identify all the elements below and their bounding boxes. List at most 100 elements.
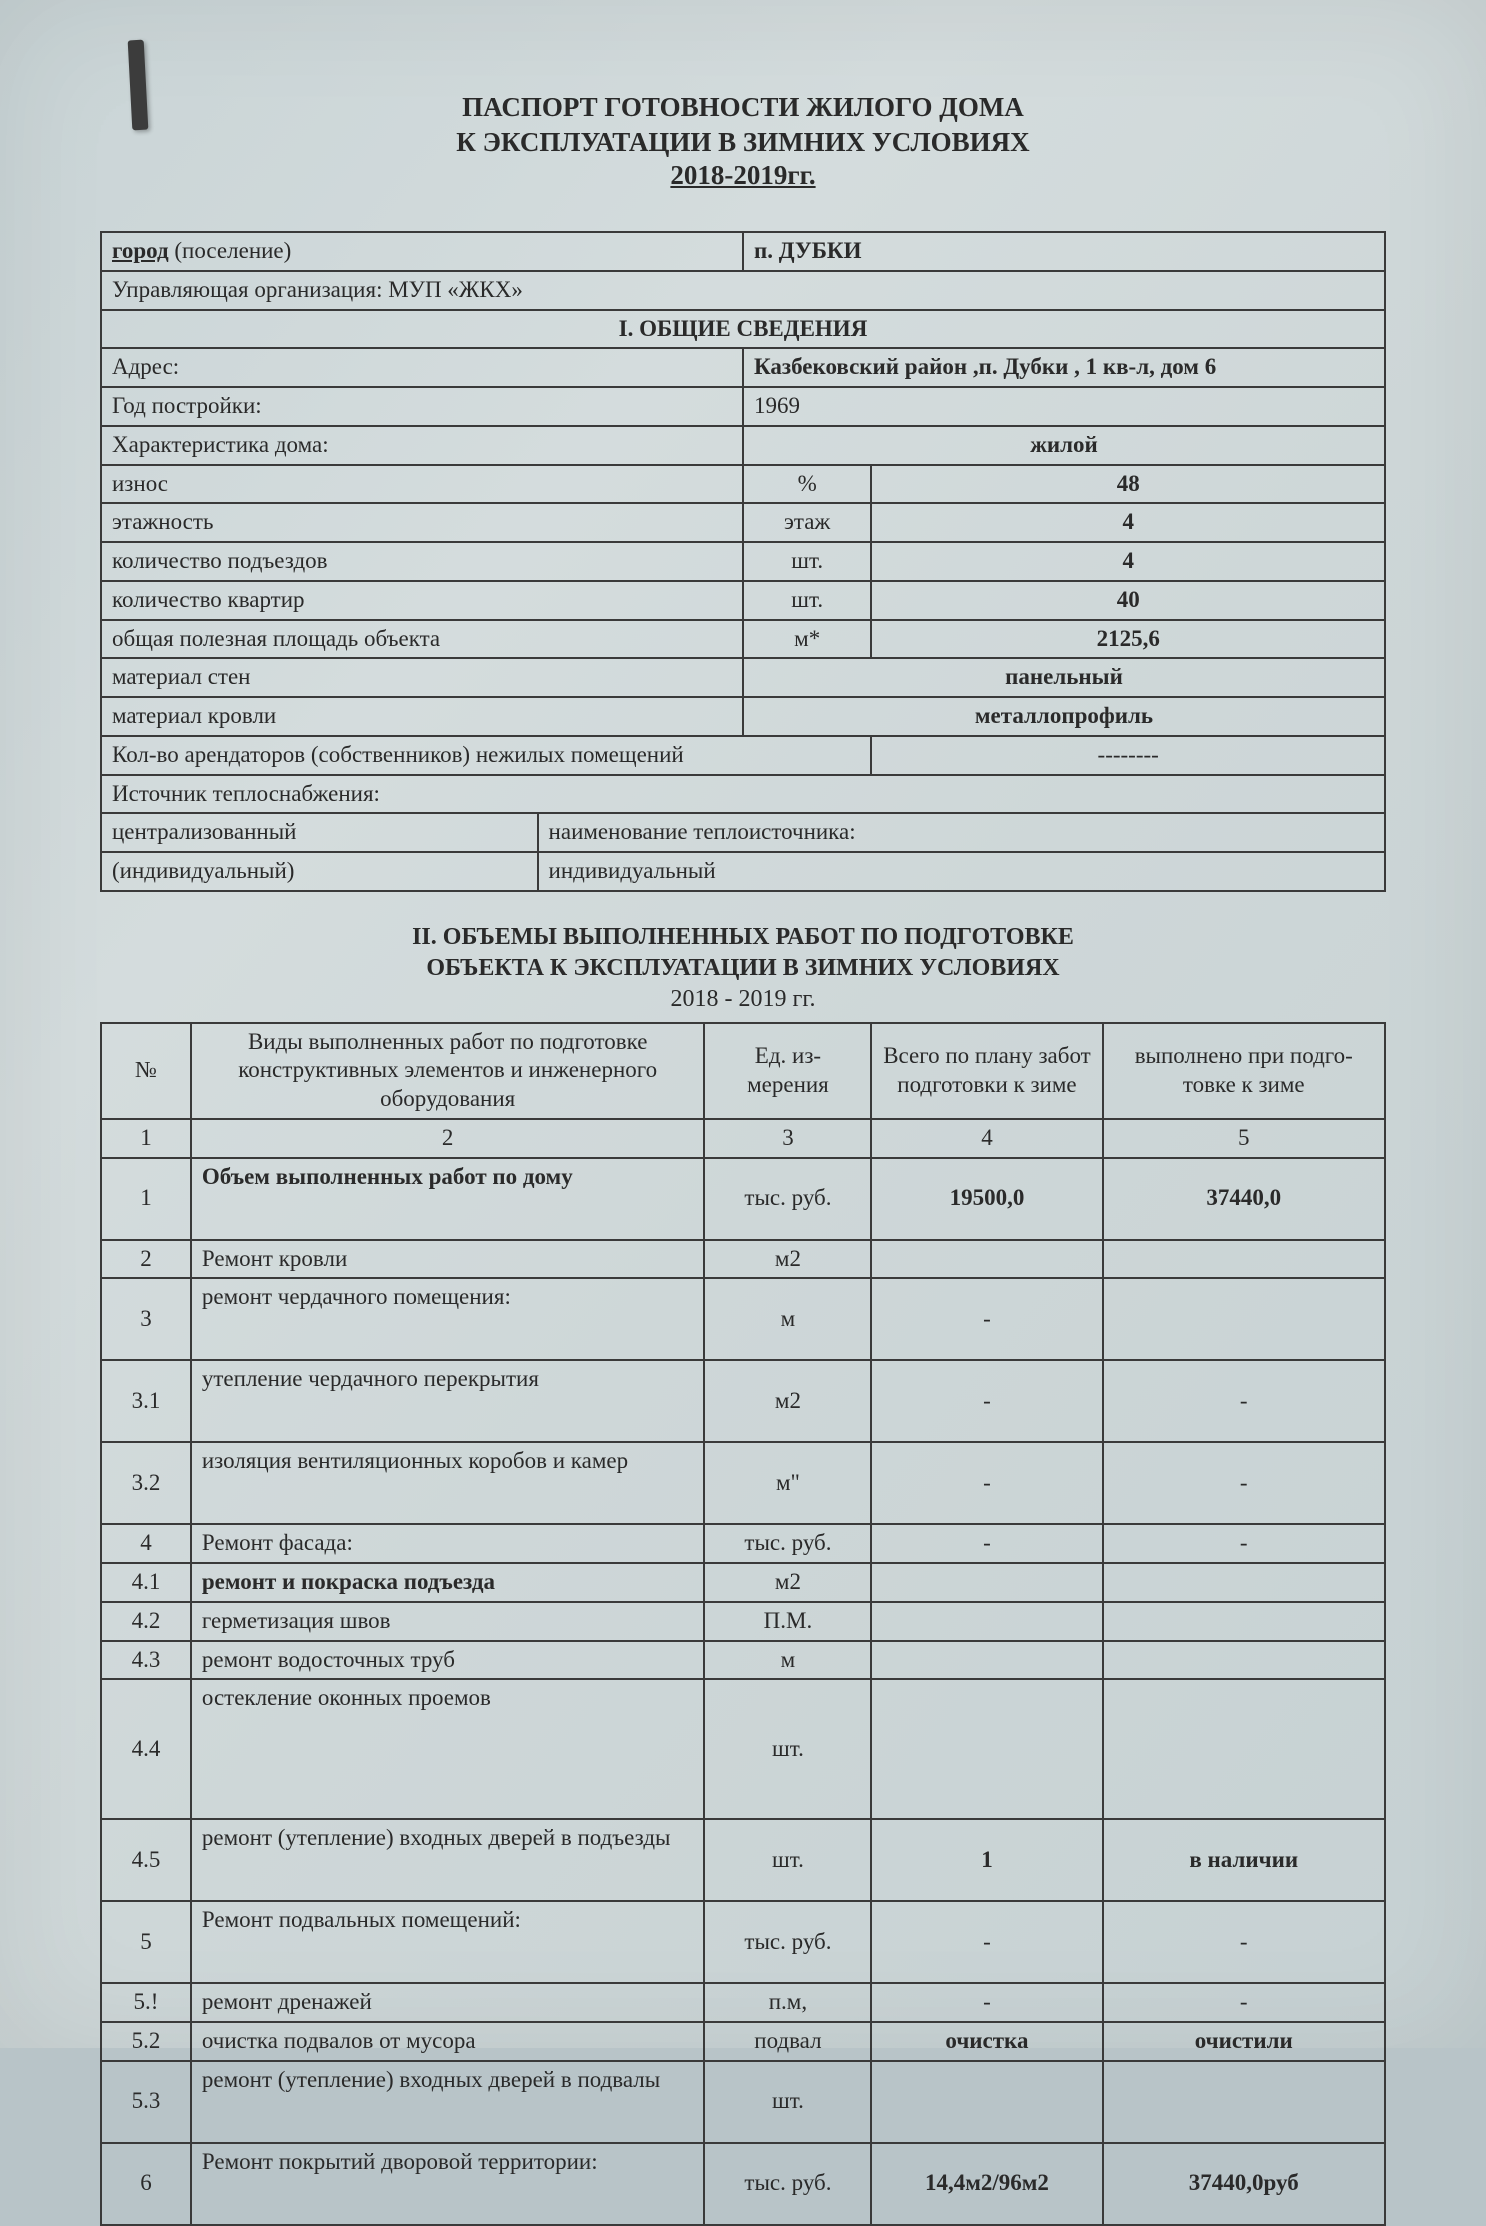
section1-title: I. ОБЩИЕ СВЕДЕНИЯ xyxy=(101,310,1385,349)
hn3: 3 xyxy=(704,1119,871,1158)
row-heat-centr: централизованный наименование теплоисточ… xyxy=(101,813,1385,852)
th-unit: Ед. из-мерения xyxy=(704,1023,871,1119)
hn5: 5 xyxy=(1103,1119,1386,1158)
cell-work: ремонт дренажей xyxy=(191,1983,705,2022)
cell-unit: м2 xyxy=(704,1240,871,1279)
address-value: Казбековский район ,п. Дубки , 1 кв-л, д… xyxy=(743,348,1385,387)
cell-plan: очистка xyxy=(871,2022,1102,2061)
row-area: общая полезная площадь объекта м* 2125,6 xyxy=(101,620,1385,659)
row-city: город (поселение) п. ДУБКИ xyxy=(101,232,1385,271)
cell-done xyxy=(1103,1602,1386,1641)
cell-done: - xyxy=(1103,1524,1386,1563)
cell-work: Ремонт кровли xyxy=(191,1240,705,1279)
floors-unit: этаж xyxy=(743,503,871,542)
wear-unit: % xyxy=(743,465,871,504)
table-row: 4.5ремонт (утепление) входных дверей в п… xyxy=(101,1819,1385,1901)
cell-done: 37440,0 xyxy=(1103,1158,1386,1240)
row-entrances: количество подъездов шт. 4 xyxy=(101,542,1385,581)
table-row: 3.2изоляция вентиляционных коробов и кам… xyxy=(101,1442,1385,1524)
cell-work: Ремонт фасада: xyxy=(191,1524,705,1563)
cell-num: 3 xyxy=(101,1278,191,1360)
heat-label: Источник теплоснабжения: xyxy=(101,775,1385,814)
cell-num: 2 xyxy=(101,1240,191,1279)
cell-num: 4.4 xyxy=(101,1679,191,1819)
cell-work: герметизация швов xyxy=(191,1602,705,1641)
city-value: п. ДУБКИ xyxy=(743,232,1385,271)
table-row: 4Ремонт фасада:тыс. руб.-- xyxy=(101,1524,1385,1563)
cell-unit: тыс. руб. xyxy=(704,1524,871,1563)
row-section1: I. ОБЩИЕ СВЕДЕНИЯ xyxy=(101,310,1385,349)
cell-num: 4.1 xyxy=(101,1563,191,1602)
wear-value: 48 xyxy=(871,465,1385,504)
cell-work: утепление чердачного перекрытия xyxy=(191,1360,705,1442)
cell-work: изоляция вентиляционных коробов и камер xyxy=(191,1442,705,1524)
section2-header: II. ОБЪЕМЫ ВЫПОЛНЕННЫХ РАБОТ ПО ПОДГОТОВ… xyxy=(100,922,1386,1016)
table-row: 5.3ремонт (утепление) входных дверей в п… xyxy=(101,2061,1385,2143)
cell-work: ремонт (утепление) входных дверей в подъ… xyxy=(191,1819,705,1901)
row-year: Год постройки: 1969 xyxy=(101,387,1385,426)
area-unit: м* xyxy=(743,620,871,659)
cell-work: остекление оконных проемов xyxy=(191,1679,705,1819)
row-address: Адрес: Казбековский район ,п. Дубки , 1 … xyxy=(101,348,1385,387)
walls-label: материал стен xyxy=(101,658,743,697)
cell-plan: - xyxy=(871,1360,1102,1442)
page: ПАСПОРТ ГОТОВНОСТИ ЖИЛОГО ДОМА К ЭКСПЛУА… xyxy=(0,0,1486,2048)
heat-c-v: наименование теплоисточника: xyxy=(538,813,1385,852)
area-value: 2125,6 xyxy=(871,620,1385,659)
walls-value: панельный xyxy=(743,658,1385,697)
cell-unit: шт. xyxy=(704,1679,871,1819)
hn1: 1 xyxy=(101,1119,191,1158)
cell-work: Ремонт подвальных помещений: xyxy=(191,1901,705,1983)
row-floors: этажность этаж 4 xyxy=(101,503,1385,542)
hn4: 4 xyxy=(871,1119,1102,1158)
table-row: 4.3ремонт водосточных трубм xyxy=(101,1641,1385,1680)
title-line-1: ПАСПОРТ ГОТОВНОСТИ ЖИЛОГО ДОМА xyxy=(100,90,1386,125)
entr-label: количество подъездов xyxy=(101,542,743,581)
cell-done: в наличии xyxy=(1103,1819,1386,1901)
t2-head-row: № Виды выполненных работ по подготовке к… xyxy=(101,1023,1385,1119)
area-label: общая полезная площадь объекта xyxy=(101,620,743,659)
hn2: 2 xyxy=(191,1119,705,1158)
th-done: выполнено при подго-товке к зиме xyxy=(1103,1023,1386,1119)
table-row: 5.!ремонт дренажейп.м,-- xyxy=(101,1983,1385,2022)
cell-done xyxy=(1103,1641,1386,1680)
char-value: жилой xyxy=(743,426,1385,465)
cell-done: - xyxy=(1103,1442,1386,1524)
title-block: ПАСПОРТ ГОТОВНОСТИ ЖИЛОГО ДОМА К ЭКСПЛУА… xyxy=(100,90,1386,191)
table-works: № Виды выполненных работ по подготовке к… xyxy=(100,1022,1386,2226)
cell-num: 5.3 xyxy=(101,2061,191,2143)
cell-plan: 14,4м2/96м2 xyxy=(871,2143,1102,2225)
title-years: 2018-2019гг. xyxy=(100,160,1386,191)
row-roof: материал кровли металлопрофиль xyxy=(101,697,1385,736)
cell-unit: м2 xyxy=(704,1563,871,1602)
floors-value: 4 xyxy=(871,503,1385,542)
cell-plan xyxy=(871,1602,1102,1641)
table-row: 4.2герметизация швовП.М. xyxy=(101,1602,1385,1641)
cell-work: Ремонт покрытий дворовой территории: xyxy=(191,2143,705,2225)
th-work: Виды выполненных работ по подготовке кон… xyxy=(191,1023,705,1119)
table-row: 5.2очистка подвалов от мусораподвалочист… xyxy=(101,2022,1385,2061)
cell-num: 4.3 xyxy=(101,1641,191,1680)
apts-label: количество квартир xyxy=(101,581,743,620)
apts-value: 40 xyxy=(871,581,1385,620)
cell-work: ремонт и покраска подъезда xyxy=(191,1563,705,1602)
city-label: город xyxy=(112,238,169,263)
cell-unit: подвал xyxy=(704,2022,871,2061)
cell-unit: м xyxy=(704,1278,871,1360)
cell-plan: - xyxy=(871,1524,1102,1563)
cell-unit: м2 xyxy=(704,1360,871,1442)
row-heat-source: Источник теплоснабжения: xyxy=(101,775,1385,814)
cell-done xyxy=(1103,1679,1386,1819)
cell-num: 4 xyxy=(101,1524,191,1563)
cell-done: - xyxy=(1103,1983,1386,2022)
cell-plan: - xyxy=(871,1901,1102,1983)
row-walls: материал стен панельный xyxy=(101,658,1385,697)
heat-i-v: индивидуальный xyxy=(538,852,1385,891)
cell-num: 5.2 xyxy=(101,2022,191,2061)
cell-plan: 19500,0 xyxy=(871,1158,1102,1240)
row-char: Характеристика дома: жилой xyxy=(101,426,1385,465)
cell-done xyxy=(1103,1240,1386,1279)
cell-unit: м xyxy=(704,1641,871,1680)
cell-done: - xyxy=(1103,1360,1386,1442)
t2-body: 1Объем выполненных работ по домутыс. руб… xyxy=(101,1158,1385,2225)
